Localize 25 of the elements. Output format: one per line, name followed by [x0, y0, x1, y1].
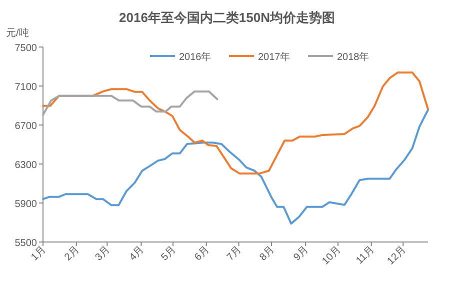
y-tick-label: 6300: [14, 160, 38, 171]
line-series: [42, 71, 429, 174]
x-tick-label: 3月: [94, 244, 112, 264]
x-tick-label: 5月: [159, 244, 178, 264]
line-series: [42, 90, 218, 116]
y-axis-title: 元/吨: [6, 27, 29, 39]
x-tick-label: 8月: [258, 244, 277, 264]
legend-label: 2016年: [179, 51, 212, 63]
x-tick-label: 7月: [225, 244, 244, 264]
legend-label: 2018年: [337, 51, 370, 63]
x-tick-label: 4月: [128, 244, 146, 264]
line-series: [42, 108, 429, 225]
x-tick-label: 9月: [292, 244, 311, 264]
x-tick-label: 11月: [354, 244, 376, 267]
x-tick-label: 2月: [62, 244, 82, 264]
y-tick-label: 5500: [14, 238, 38, 249]
x-tick-label: 6月: [192, 244, 212, 264]
y-tick-label: 7100: [14, 82, 38, 93]
x-tick-label: 12月: [386, 244, 408, 268]
y-tick-label: 7500: [14, 43, 38, 54]
legend-label: 2017年: [258, 51, 290, 63]
chart-title: 2016年至今国内二类150N均价走势图: [119, 10, 335, 25]
y-tick-label: 6700: [14, 121, 38, 132]
x-tick-label: 10月: [320, 244, 344, 268]
y-tick-label: 5900: [14, 199, 38, 210]
